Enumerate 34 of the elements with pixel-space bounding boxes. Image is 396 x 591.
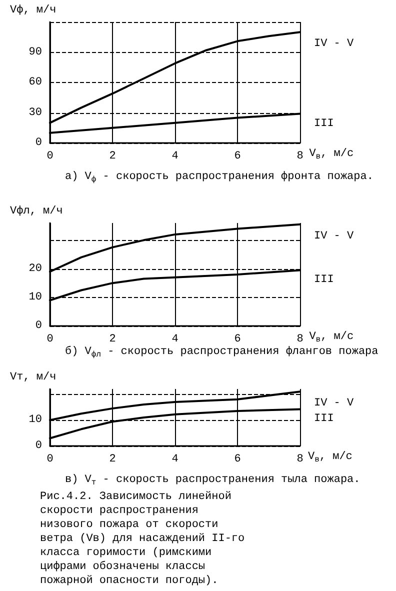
y-tick-label: 10 xyxy=(28,291,42,304)
x-tick-label: 4 xyxy=(172,334,179,346)
y-axis-title: Vфл, м/ч xyxy=(10,206,63,218)
y-tick-label: 0 xyxy=(35,440,42,452)
x-tick-label: 8 xyxy=(296,150,304,162)
series-label: IV - V xyxy=(314,398,354,410)
x-tick-label: 2 xyxy=(109,334,116,346)
series-label: IV - V xyxy=(314,230,354,242)
x-tick-label: 4 xyxy=(172,150,179,162)
y-tick-label: 30 xyxy=(28,106,42,119)
x-tick-label: 0 xyxy=(46,454,54,466)
x-tick-label: 8 xyxy=(296,334,304,346)
y-tick-label: 0 xyxy=(35,320,42,332)
x-tick-label: 2 xyxy=(109,150,116,162)
x-tick-label: 8 xyxy=(296,454,304,466)
x-tick-label: 0 xyxy=(46,150,54,162)
y-axis-title: Vф, м/ч xyxy=(10,4,56,16)
y-tick-label: 60 xyxy=(28,76,42,88)
series-label: III xyxy=(314,118,334,130)
x-tick-label: 6 xyxy=(234,454,241,466)
y-axis-title: Vт, м/ч xyxy=(10,372,56,384)
x-tick-label: 2 xyxy=(109,454,116,466)
x-tick-label: 0 xyxy=(46,334,54,346)
series-label: III xyxy=(314,274,334,286)
y-tick-label: 10 xyxy=(28,414,42,426)
y-tick-label: 20 xyxy=(28,262,42,275)
y-tick-label: 90 xyxy=(28,46,42,58)
series-label: IV - V xyxy=(314,38,354,50)
x-tick-label: 4 xyxy=(172,454,179,466)
x-tick-label: 6 xyxy=(234,150,241,162)
y-tick-label: 0 xyxy=(35,137,42,149)
series-label: III xyxy=(314,413,334,426)
x-tick-label: 6 xyxy=(234,334,241,346)
text: Рис.4.2. Зависимость линейной скорости распространения низового пожара от скорости ветра (Vв) для насаждений II-го класса горимости (римскими цифрами обозначены классы пожарной опасности погоды). xyxy=(40,491,252,587)
